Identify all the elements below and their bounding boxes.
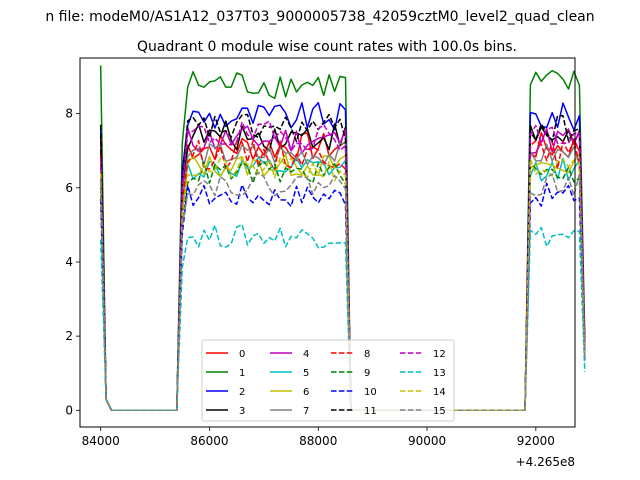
legend-box	[201, 339, 455, 422]
legend-label-15: 15	[433, 406, 446, 417]
legend-label-13: 13	[433, 368, 446, 379]
legend-label-12: 12	[433, 349, 446, 360]
series-line-13	[99, 223, 586, 412]
y-tick-label: 2	[65, 329, 73, 343]
legend-label-1: 1	[239, 368, 245, 379]
axes-border	[79, 57, 576, 428]
chart-title: Quadrant 0 module wise count rates with …	[137, 39, 517, 55]
x-tick-label: 88000	[299, 434, 337, 448]
series-line-15	[99, 171, 586, 412]
legend-label-8: 8	[364, 349, 370, 360]
x-tick-label: 90000	[408, 434, 446, 448]
legend-label-10: 10	[364, 387, 377, 398]
legend-label-0: 0	[239, 349, 245, 360]
legend-label-2: 2	[239, 387, 245, 398]
series-layer	[99, 65, 586, 412]
x-tick-label: 92000	[517, 434, 555, 448]
legend-label-4: 4	[303, 349, 309, 360]
y-tick-label: 6	[65, 181, 73, 195]
legend-label-7: 7	[303, 406, 309, 417]
legend-label-11: 11	[364, 406, 377, 417]
legend-label-5: 5	[303, 368, 309, 379]
legend-label-9: 9	[364, 368, 370, 379]
legend-label-3: 3	[239, 406, 245, 417]
y-tick-label: 8	[65, 107, 73, 121]
legend-label-6: 6	[303, 387, 309, 398]
x-tick-label: 86000	[190, 434, 228, 448]
y-axis: 0 2 4 6 8	[65, 107, 80, 417]
suptitle: n file: modeM0/AS1A12_037T03_9000005738_…	[45, 9, 594, 25]
x-axis: 84000 86000 88000 90000 92000	[82, 427, 555, 448]
y-tick-label: 0	[65, 403, 73, 417]
x-tick-label: 84000	[82, 434, 120, 448]
legend-label-14: 14	[433, 387, 446, 398]
x-offset-label: +4.265e8	[516, 455, 575, 469]
y-tick-label: 4	[65, 255, 73, 269]
